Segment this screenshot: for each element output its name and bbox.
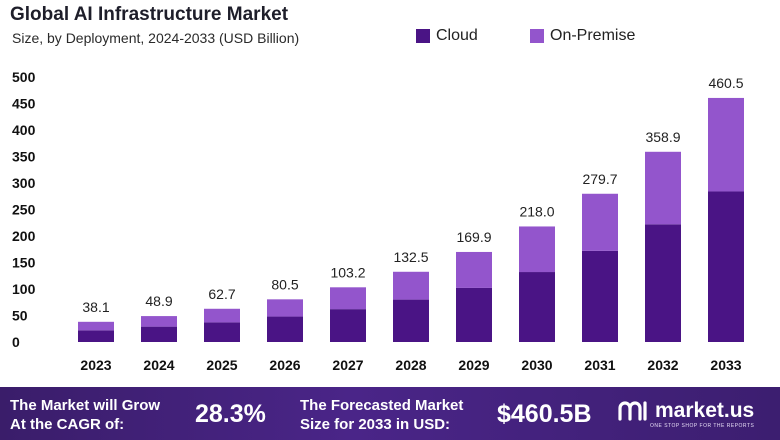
bar-on-premise-2028	[393, 271, 429, 300]
total-label-2025: 62.7	[208, 286, 235, 302]
bar-cloud-2031	[582, 250, 618, 342]
bar-cloud-2024	[141, 326, 177, 342]
bar-on-premise-2030	[519, 226, 555, 273]
x-tick-label-2028: 2028	[395, 357, 426, 373]
cagr-label: The Market will Grow At the CAGR of:	[10, 396, 160, 434]
total-label-2031: 279.7	[582, 171, 617, 187]
bar-cloud-2032	[645, 224, 681, 342]
bar-on-premise-2032	[645, 151, 681, 225]
forecast-label-line2: Size for 2033 in USD:	[300, 416, 451, 433]
chart-subtitle: Size, by Deployment, 2024-2033 (USD Bill…	[12, 30, 300, 46]
total-label-2027: 103.2	[330, 264, 365, 280]
legend-label-on-premise: On-Premise	[550, 27, 636, 44]
brand-tagline: ONE STOP SHOP FOR THE REPORTS	[650, 423, 755, 429]
x-tick-label-2027: 2027	[332, 357, 363, 373]
legend-item-cloud: Cloud	[416, 27, 478, 45]
x-tick-label-2023: 2023	[80, 357, 111, 373]
x-tick-label-2025: 2025	[206, 357, 237, 373]
bar-on-premise-2031	[582, 193, 618, 251]
y-tick-label-0: 0	[12, 334, 20, 350]
bar-cloud-2025	[204, 322, 240, 342]
bar-on-premise-2029	[456, 251, 492, 288]
y-tick-label-200: 200	[12, 228, 36, 244]
y-tick-label-350: 350	[12, 149, 36, 165]
y-tick-label-400: 400	[12, 122, 36, 138]
brand-name: market.us	[655, 399, 755, 422]
bar-cloud-2030	[519, 272, 555, 342]
y-tick-label-450: 450	[12, 96, 36, 112]
legend-label-cloud: Cloud	[436, 27, 478, 44]
total-label-2029: 169.9	[456, 229, 491, 245]
x-tick-label-2031: 2031	[584, 357, 615, 373]
cagr-label-line2: At the CAGR of:	[10, 416, 125, 433]
bar-cloud-2029	[456, 287, 492, 342]
total-label-2023: 38.1	[82, 299, 109, 315]
total-label-2033: 460.5	[708, 75, 743, 91]
legend-swatch-cloud	[416, 29, 430, 43]
bar-on-premise-2033	[708, 97, 744, 192]
y-tick-label-300: 300	[12, 175, 36, 191]
cagr-label-line1: The Market will Grow	[10, 397, 161, 414]
y-tick-label-250: 250	[12, 202, 36, 218]
bar-on-premise-2027	[330, 287, 366, 310]
forecast-label: The Forecasted Market Size for 2033 in U…	[300, 396, 463, 434]
bar-cloud-2033	[708, 191, 744, 342]
x-tick-label-2026: 2026	[269, 357, 300, 373]
bar-on-premise-2024	[141, 316, 177, 327]
total-label-2026: 80.5	[271, 276, 298, 292]
x-tick-label-2032: 2032	[647, 357, 678, 373]
chart-legend: Cloud On-Premise	[0, 27, 780, 47]
y-tick-label-100: 100	[12, 281, 36, 297]
total-label-2028: 132.5	[393, 249, 428, 265]
cagr-value: 28.3%	[195, 400, 266, 428]
stacked-bar-chart: 0 50 100 150 200 250 300 350 400 450 500 38.1 2023 48…	[12, 69, 744, 373]
legend-swatch-on-premise	[530, 29, 544, 43]
chart-title: Global AI Infrastructure Market	[10, 4, 289, 25]
x-tick-label-2033: 2033	[710, 357, 741, 373]
total-label-2032: 358.9	[645, 129, 680, 145]
x-tick-label-2029: 2029	[458, 357, 489, 373]
total-label-2030: 218.0	[519, 203, 554, 219]
bar-on-premise-2023	[78, 321, 114, 331]
x-tick-label-2024: 2024	[143, 357, 174, 373]
brand-logo-block: market.us	[617, 399, 754, 423]
footer-banner: The Market will Grow At the CAGR of: 28.…	[0, 387, 780, 440]
y-tick-label-150: 150	[12, 255, 36, 271]
y-tick-label-500: 500	[12, 69, 36, 85]
y-tick-label-50: 50	[12, 308, 28, 324]
market-us-logo-icon	[618, 401, 647, 421]
forecast-value: $460.5B	[497, 400, 592, 428]
bar-cloud-2027	[330, 309, 366, 342]
forecast-label-line1: The Forecasted Market	[300, 397, 464, 414]
x-tick-label-2030: 2030	[521, 357, 552, 373]
bar-on-premise-2025	[204, 308, 240, 323]
bar-cloud-2026	[267, 316, 303, 342]
bar-cloud-2028	[393, 299, 429, 342]
bar-on-premise-2026	[267, 299, 303, 317]
legend-item-on-premise: On-Premise	[530, 27, 635, 45]
bar-cloud-2023	[78, 330, 114, 342]
total-label-2024: 48.9	[145, 293, 172, 309]
